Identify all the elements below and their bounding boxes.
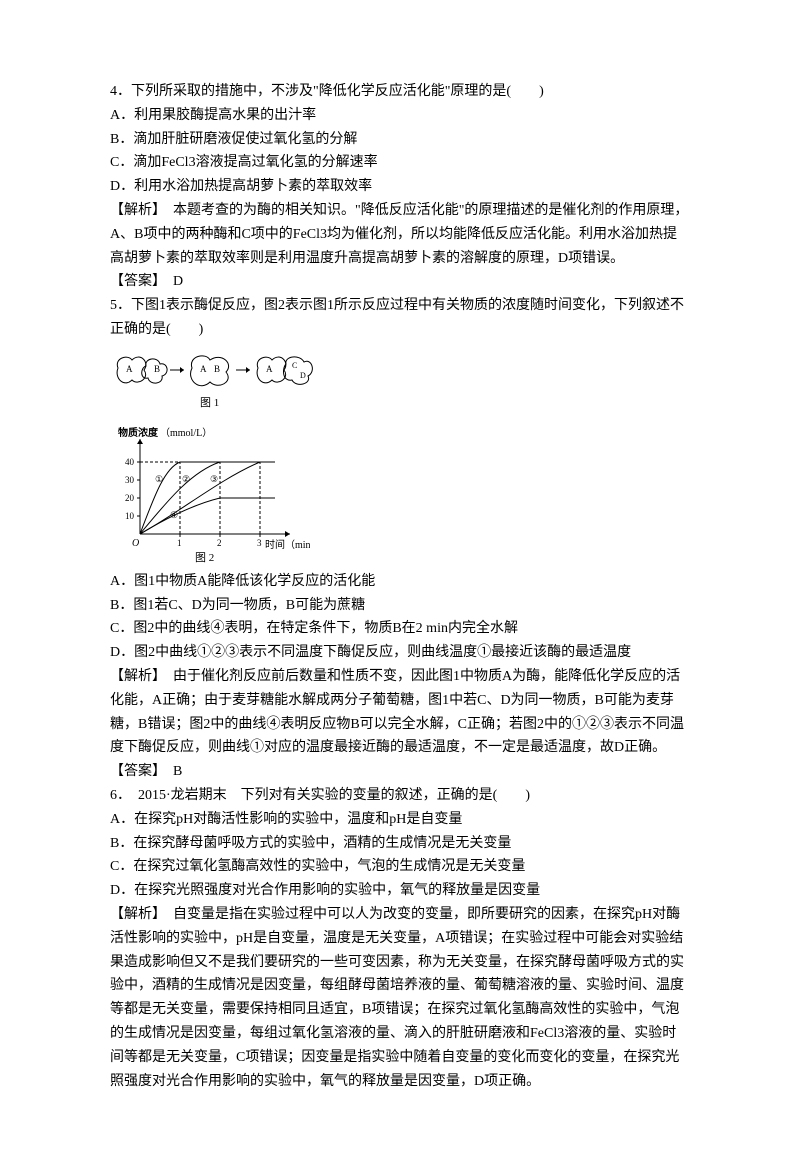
fig2-xtick-2: 3 — [257, 538, 262, 548]
analysis-text: 由于催化剂反应前后数量和性质不变，因此图1中物质A为酶，能降低化学反应的活化能，… — [110, 669, 684, 755]
q5-analysis: 【解析】 由于催化剂反应前后数量和性质不变，因此图1中物质A为酶，能降低化学反应… — [110, 665, 690, 760]
fig1-node-a2: A — [200, 364, 207, 374]
analysis-text: 本题考查的为酶的相关知识。"降低反应活化能"的原理描述的是催化剂的作用原理，A、… — [110, 203, 688, 266]
fig2-ytick-3: 40 — [125, 457, 135, 467]
q6-option-a: A．在探究pH对酶活性影响的实验中，温度和pH是自变量 — [110, 808, 690, 832]
answer-text: B — [173, 764, 182, 779]
fig1-node-c: C — [292, 361, 297, 370]
fig2-label: 图 2 — [195, 551, 214, 564]
q4-answer: 【答案】 D — [110, 270, 690, 294]
q5-option-b: B．图1若C、D为同一物质，B可能为蔗糖 — [110, 594, 690, 618]
fig1-node-a: A — [126, 364, 133, 374]
fig2-ytick-0: 10 — [125, 511, 135, 521]
fig2-mark-4: ④ — [170, 510, 178, 520]
fig2-ytick-1: 20 — [125, 493, 135, 503]
q6-analysis: 【解析】 自变量是指在实验过程中可以人为改变的变量，即所要研究的因素，在探究pH… — [110, 903, 690, 1093]
fig2-ytick-2: 30 — [125, 475, 135, 485]
q4-stem: 4．下列所采取的措施中，不涉及"降低化学反应活化能"原理的是( ) — [110, 80, 690, 104]
answer-label: 【答案】 — [110, 764, 173, 779]
fig2-mark-1: ① — [155, 474, 163, 484]
fig1-label: 图 1 — [200, 396, 219, 409]
fig2-xtick-1: 2 — [217, 538, 222, 548]
q6-option-b: B．在探究酵母菌呼吸方式的实验中，酒精的生成情况是无关变量 — [110, 832, 690, 856]
fig2-yunit: （mmol/L） — [160, 427, 212, 439]
q5-option-c: C．图2中的曲线④表明，在特定条件下，物质B在2 min内完全水解 — [110, 617, 690, 641]
q4-option-a: A．利用果胶酶提高水果的出汁率 — [110, 104, 690, 128]
q4-option-d: D．利用水浴加热提高胡萝卜素的萃取效率 — [110, 175, 690, 199]
svg-text:O: O — [132, 538, 139, 549]
analysis-label: 【解析】 — [110, 669, 173, 684]
q4-analysis: 【解析】 本题考查的为酶的相关知识。"降低反应活化能"的原理描述的是催化剂的作用… — [110, 199, 690, 270]
q6-stem: 6． 2015·龙岩期末 下列对有关实验的变量的叙述，正确的是( ) — [110, 784, 690, 808]
figure-2: 物质浓度 （mmol/L） 10 20 30 40 1 2 3 O 时间（min… — [110, 424, 690, 564]
analysis-label: 【解析】 — [110, 203, 173, 218]
answer-text: D — [173, 274, 183, 289]
fig1-node-d: D — [300, 371, 306, 380]
analysis-text: 自变量是指在实验过程中可以人为改变的变量，即所要研究的因素，在探究pH对酶活性影… — [110, 907, 684, 1089]
fig1-node-b2: B — [214, 364, 220, 374]
fig2-mark-2: ② — [182, 474, 190, 484]
fig2-mark-3: ③ — [210, 474, 218, 484]
fig2-xtick-0: 1 — [177, 538, 182, 548]
q6-option-d: D．在探究光照强度对光合作用影响的实验中，氧气的释放量是因变量 — [110, 879, 690, 903]
q4-option-c: C．滴加FeCl3溶液提高过氧化氢的分解速率 — [110, 151, 690, 175]
fig2-ylabel: 物质浓度 — [118, 426, 159, 439]
fig2-xlabel: 时间（min） — [265, 538, 310, 551]
answer-label: 【答案】 — [110, 274, 173, 289]
analysis-label: 【解析】 — [110, 907, 173, 922]
q5-answer: 【答案】 B — [110, 760, 690, 784]
q5-option-a: A．图1中物质A能降低该化学反应的活化能 — [110, 570, 690, 594]
q5-stem: 5．下图1表示酶促反应，图2表示图1所示反应过程中有关物质的浓度随时间变化，下列… — [110, 294, 690, 342]
q4-option-b: B．滴加肝脏研磨液促使过氧化氢的分解 — [110, 128, 690, 152]
q5-option-d: D．图2中曲线①②③表示不同温度下酶促反应，则曲线温度①最接近该酶的最适温度 — [110, 641, 690, 665]
q6-option-c: C．在探究过氧化氢酶高效性的实验中，气泡的生成情况是无关变量 — [110, 855, 690, 879]
fig1-node-b: B — [154, 364, 160, 374]
figure-1: A B A B A C D 图 1 — [110, 348, 690, 418]
fig1-node-a3: A — [266, 364, 273, 374]
